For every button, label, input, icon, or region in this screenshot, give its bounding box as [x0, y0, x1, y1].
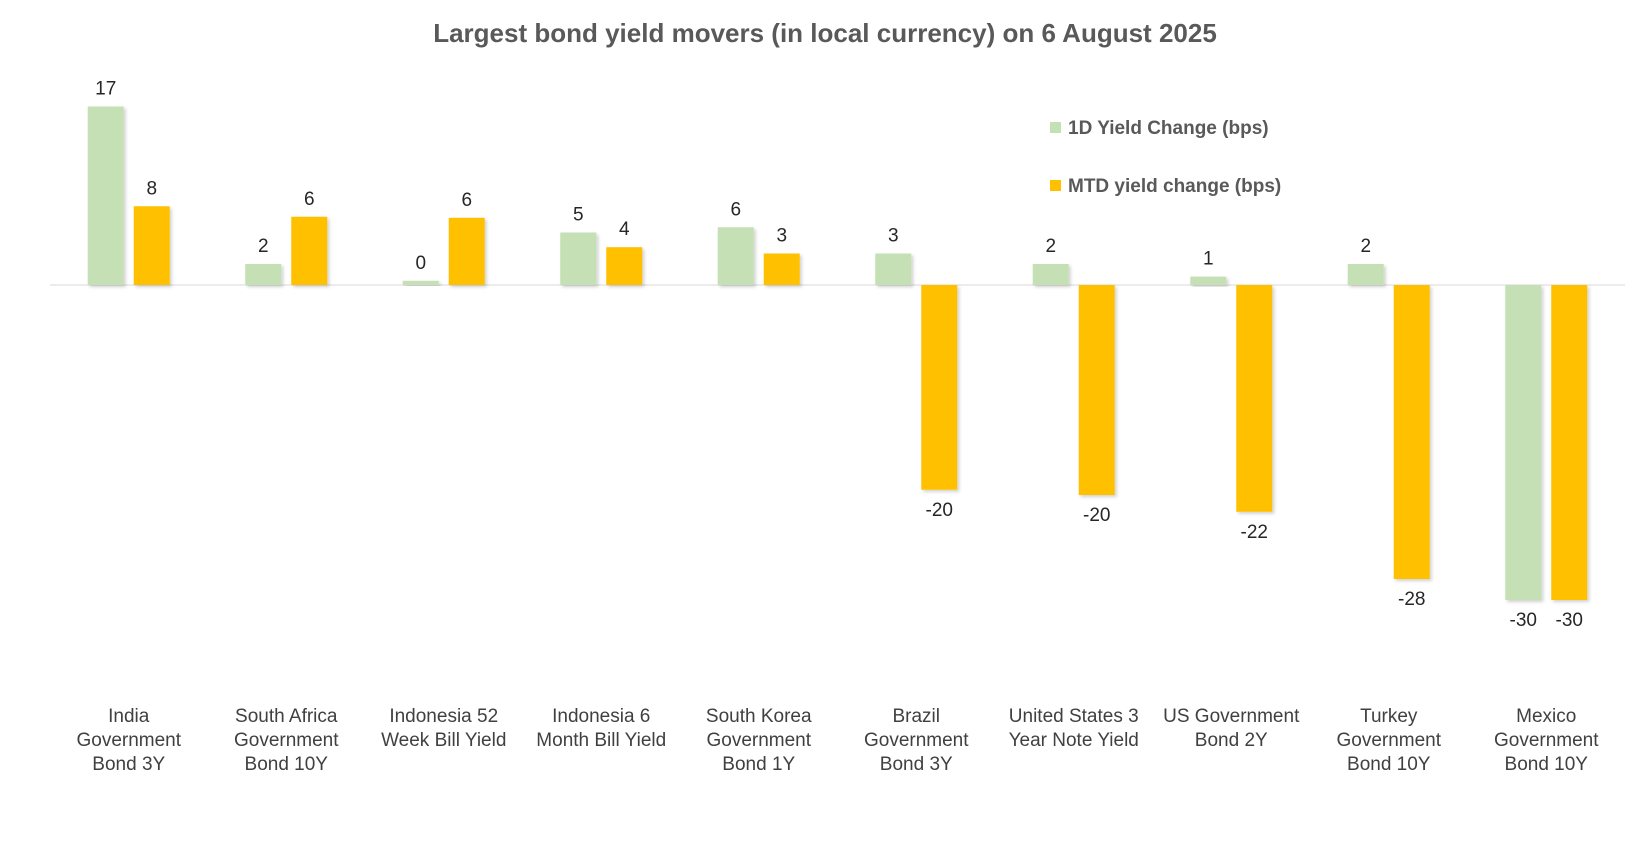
label-1d-7: 1	[1203, 249, 1214, 270]
category-label-7: US Government Bond 2Y	[1163, 706, 1300, 751]
label-mtd-2: 6	[461, 190, 472, 211]
category-label-6: United States 3 Year Note Yield	[1009, 706, 1139, 751]
label-1d-0: 17	[95, 79, 116, 100]
label-mtd-5: -20	[926, 500, 953, 521]
label-mtd-6: -20	[1083, 505, 1110, 526]
label-1d-4: 6	[730, 199, 741, 220]
bar-1d-2	[402, 280, 439, 285]
label-1d-1: 2	[258, 236, 269, 257]
legend-label-1: MTD yield change (bps)	[1068, 176, 1281, 197]
label-1d-9: -30	[1510, 610, 1537, 631]
bar-mtd-2	[448, 217, 485, 285]
bar-1d-3	[560, 232, 597, 285]
bar-1d-8	[1347, 264, 1384, 285]
bar-mtd-0	[133, 206, 170, 285]
category-label-2: Indonesia 52 Week Bill Yield	[381, 706, 506, 751]
bar-1d-4	[717, 227, 754, 285]
bar-mtd-7	[1236, 285, 1273, 512]
bar-mtd-1	[291, 216, 328, 285]
bar-mtd-4	[763, 253, 800, 285]
bar-mtd-5	[921, 285, 958, 490]
chart-title: Largest bond yield movers (in local curr…	[433, 18, 1217, 48]
category-label-0: India Government Bond 3Y	[76, 706, 181, 775]
label-mtd-4: 3	[776, 226, 787, 247]
label-1d-5: 3	[888, 226, 899, 247]
label-mtd-0: 8	[146, 178, 157, 199]
category-label-5: Brazil Government Bond 3Y	[864, 706, 969, 775]
bar-1d-0	[87, 106, 124, 285]
category-label-9: Mexico Government Bond 10Y	[1494, 706, 1599, 775]
label-mtd-8: -28	[1398, 589, 1425, 610]
legend-label-0: 1D Yield Change (bps)	[1068, 118, 1269, 139]
category-label-3: Indonesia 6 Month Bill Yield	[536, 706, 666, 751]
bar-mtd-9	[1551, 285, 1588, 600]
label-mtd-9: -30	[1556, 610, 1583, 631]
label-mtd-1: 6	[304, 189, 315, 210]
label-1d-8: 2	[1360, 236, 1371, 257]
label-1d-6: 2	[1045, 236, 1056, 257]
bar-mtd-8	[1393, 285, 1430, 579]
bar-1d-1	[245, 264, 282, 285]
bar-mtd-3	[606, 247, 643, 285]
label-1d-3: 5	[573, 205, 584, 226]
bar-1d-9	[1505, 285, 1542, 600]
bar-mtd-6	[1078, 285, 1115, 495]
category-label-1: South Africa Government Bond 10Y	[234, 706, 339, 775]
label-mtd-7: -22	[1241, 522, 1268, 543]
label-mtd-3: 4	[619, 219, 630, 240]
bar-1d-6	[1032, 264, 1069, 285]
legend-swatch-0	[1050, 122, 1061, 133]
legend-swatch-1	[1050, 180, 1061, 191]
bar-1d-7	[1190, 276, 1227, 285]
bar-1d-5	[875, 253, 912, 285]
category-label-4: South Korea Government Bond 1Y	[706, 706, 812, 775]
label-1d-2: 0	[415, 253, 426, 274]
category-label-8: Turkey Government Bond 10Y	[1336, 706, 1441, 775]
